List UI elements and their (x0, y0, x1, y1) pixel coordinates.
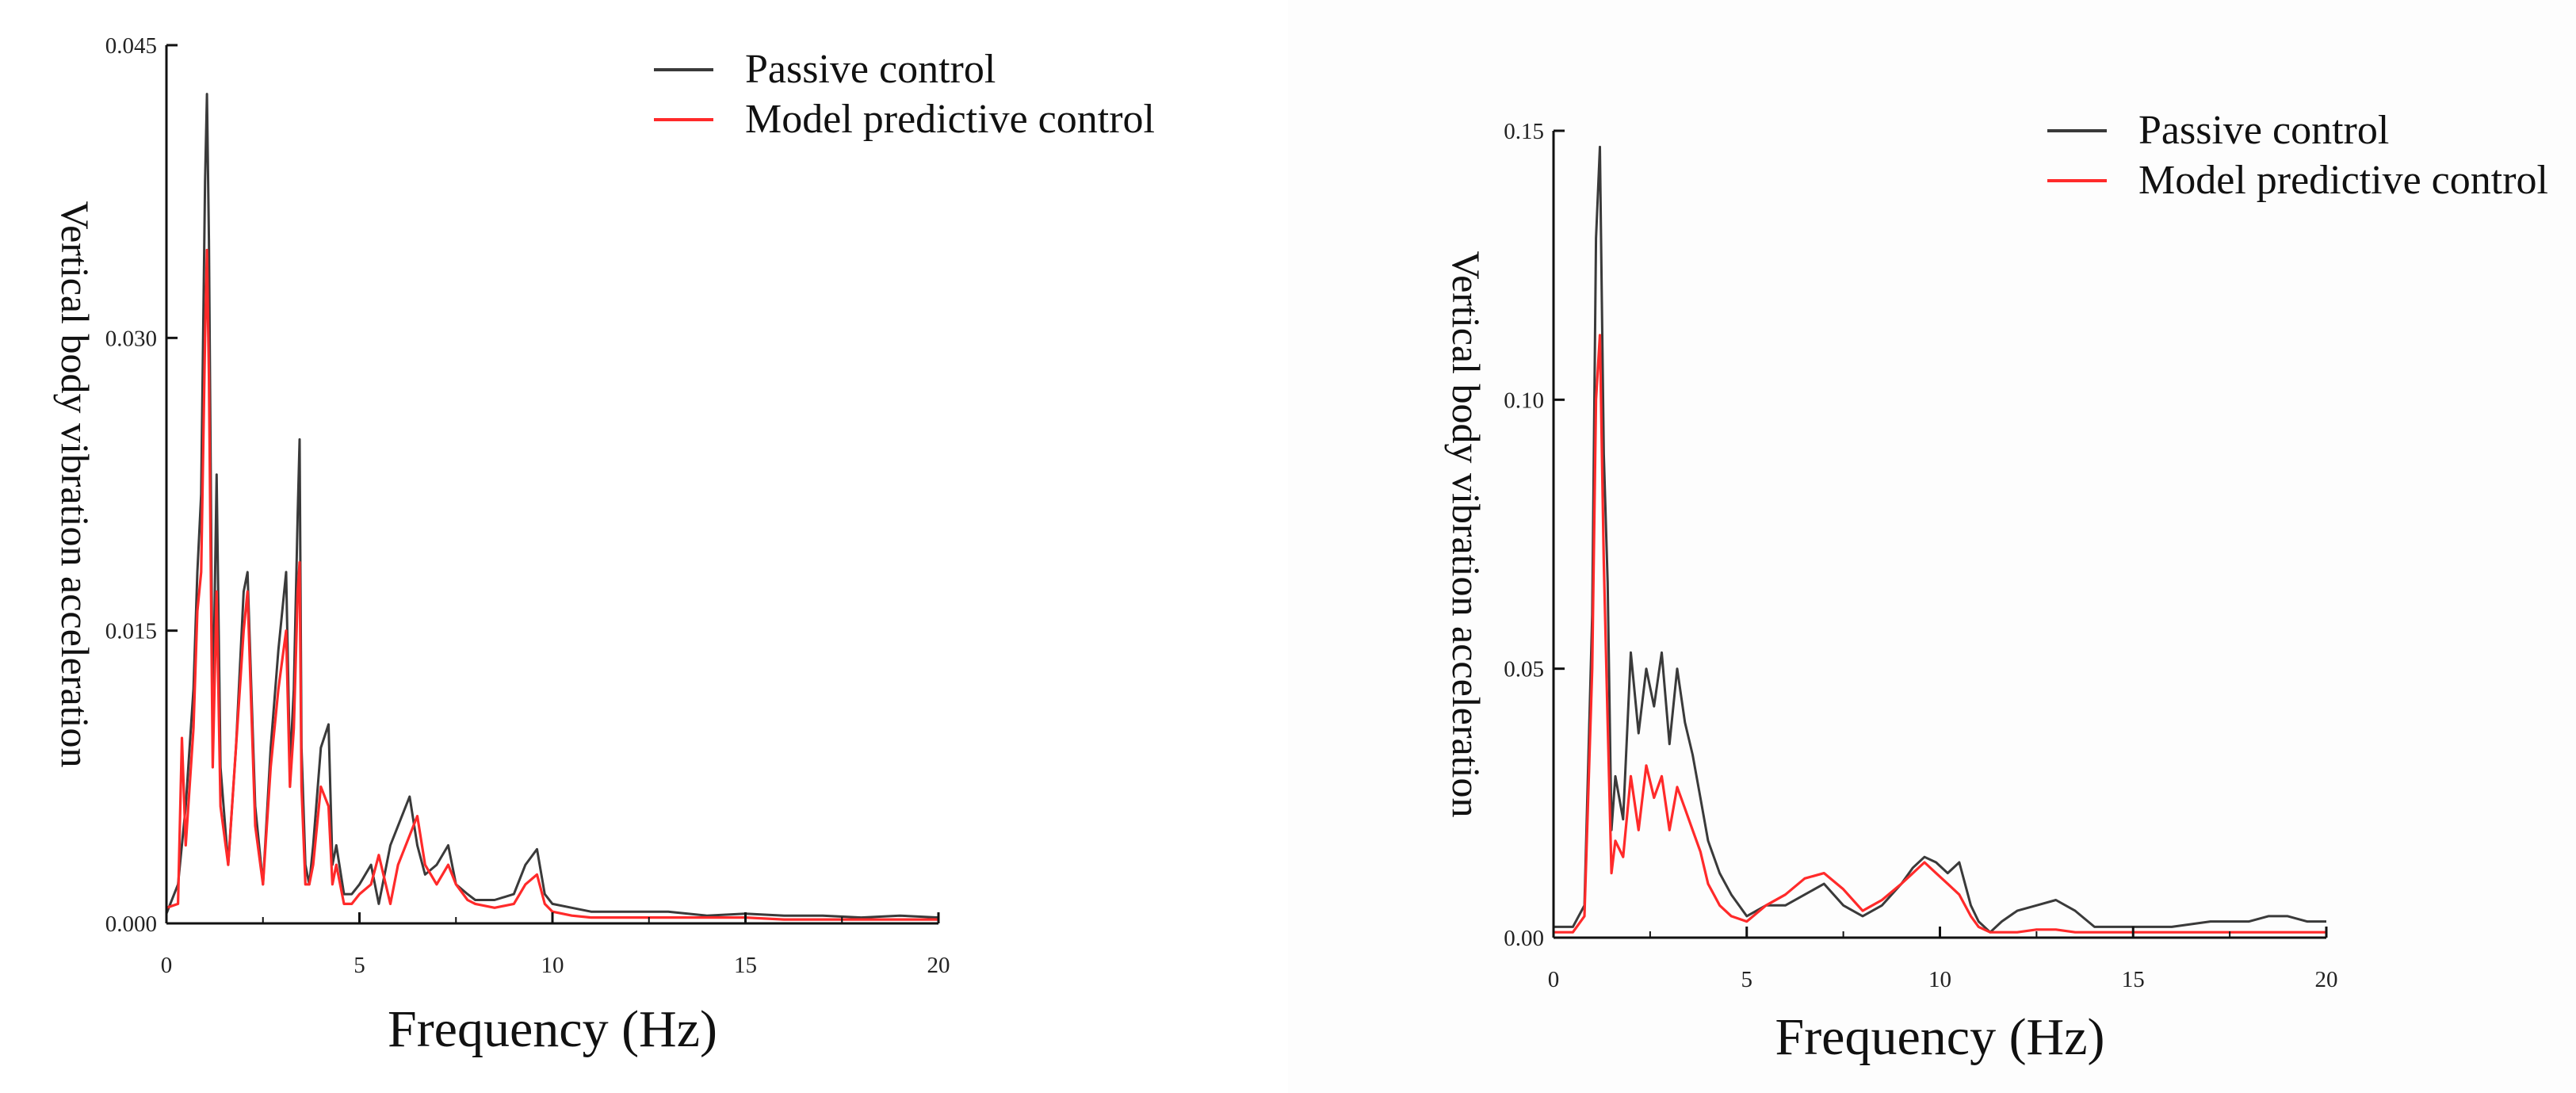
right-x-tick-label: 15 (2122, 967, 2145, 992)
left-legend-label-passive: Passive control (745, 47, 996, 92)
right-chart-panel: 0 5 10 15 20 0.00 0.05 0.10 0.15 Frequency (Hz) Ve… (1288, 0, 2576, 1093)
right-legend-label-mpc: Model predictive control (2138, 158, 2548, 203)
left-chart-svg: 0 5 10 15 20 0.000 0.015 0.030 0.045 Frequency (H… (0, 0, 1288, 1093)
right-y-tick-label: 0.15 (1504, 119, 1544, 144)
right-x-tick-label: 20 (2315, 967, 2338, 992)
right-series-line-passive (1554, 147, 2326, 932)
left-series-line-mpc (166, 250, 938, 920)
left-y-tick-label: 0.015 (105, 619, 157, 644)
left-x-tick-label: 10 (541, 953, 564, 978)
left-legend: Passive control Model predictive control (654, 47, 1155, 142)
left-y-axis-title: Vertical body vibration acceleration (53, 201, 97, 768)
right-y-tick-label: 0.10 (1504, 388, 1544, 413)
right-legend: Passive control Model predictive control (2047, 108, 2548, 203)
left-x-tick-label: 20 (927, 953, 950, 978)
left-x-axis-title: Frequency (Hz) (388, 1000, 717, 1058)
right-x-axis-title: Frequency (Hz) (1775, 1008, 2105, 1066)
left-y-tick-label: 0.000 (105, 911, 157, 937)
left-y-tick-label: 0.045 (105, 33, 157, 59)
left-legend-label-mpc: Model predictive control (745, 97, 1155, 142)
left-x-tick-label: 0 (161, 953, 173, 978)
right-x-tick-label: 0 (1548, 967, 1560, 992)
left-x-tick-label: 5 (354, 953, 365, 978)
left-y-tick-label: 0.030 (105, 326, 157, 351)
right-legend-label-passive: Passive control (2138, 108, 2389, 153)
right-x-tick-label: 10 (1928, 967, 1951, 992)
right-y-tick-label: 0.05 (1504, 657, 1544, 682)
right-y-tick-label: 0.00 (1504, 926, 1544, 951)
left-x-tick-label: 15 (734, 953, 757, 978)
right-chart-svg: 0 5 10 15 20 0.00 0.05 0.10 0.15 Frequency (Hz) Ve… (1288, 0, 2576, 1093)
right-series-line-mpc (1554, 335, 2326, 932)
left-chart-panel: 0 5 10 15 20 0.000 0.015 0.030 0.045 Frequency (H… (0, 0, 1288, 1093)
right-y-axis-title: Vertical body vibration acceleration (1444, 251, 1489, 818)
right-x-tick-label: 5 (1741, 967, 1753, 992)
left-series-line-passive (166, 94, 938, 918)
